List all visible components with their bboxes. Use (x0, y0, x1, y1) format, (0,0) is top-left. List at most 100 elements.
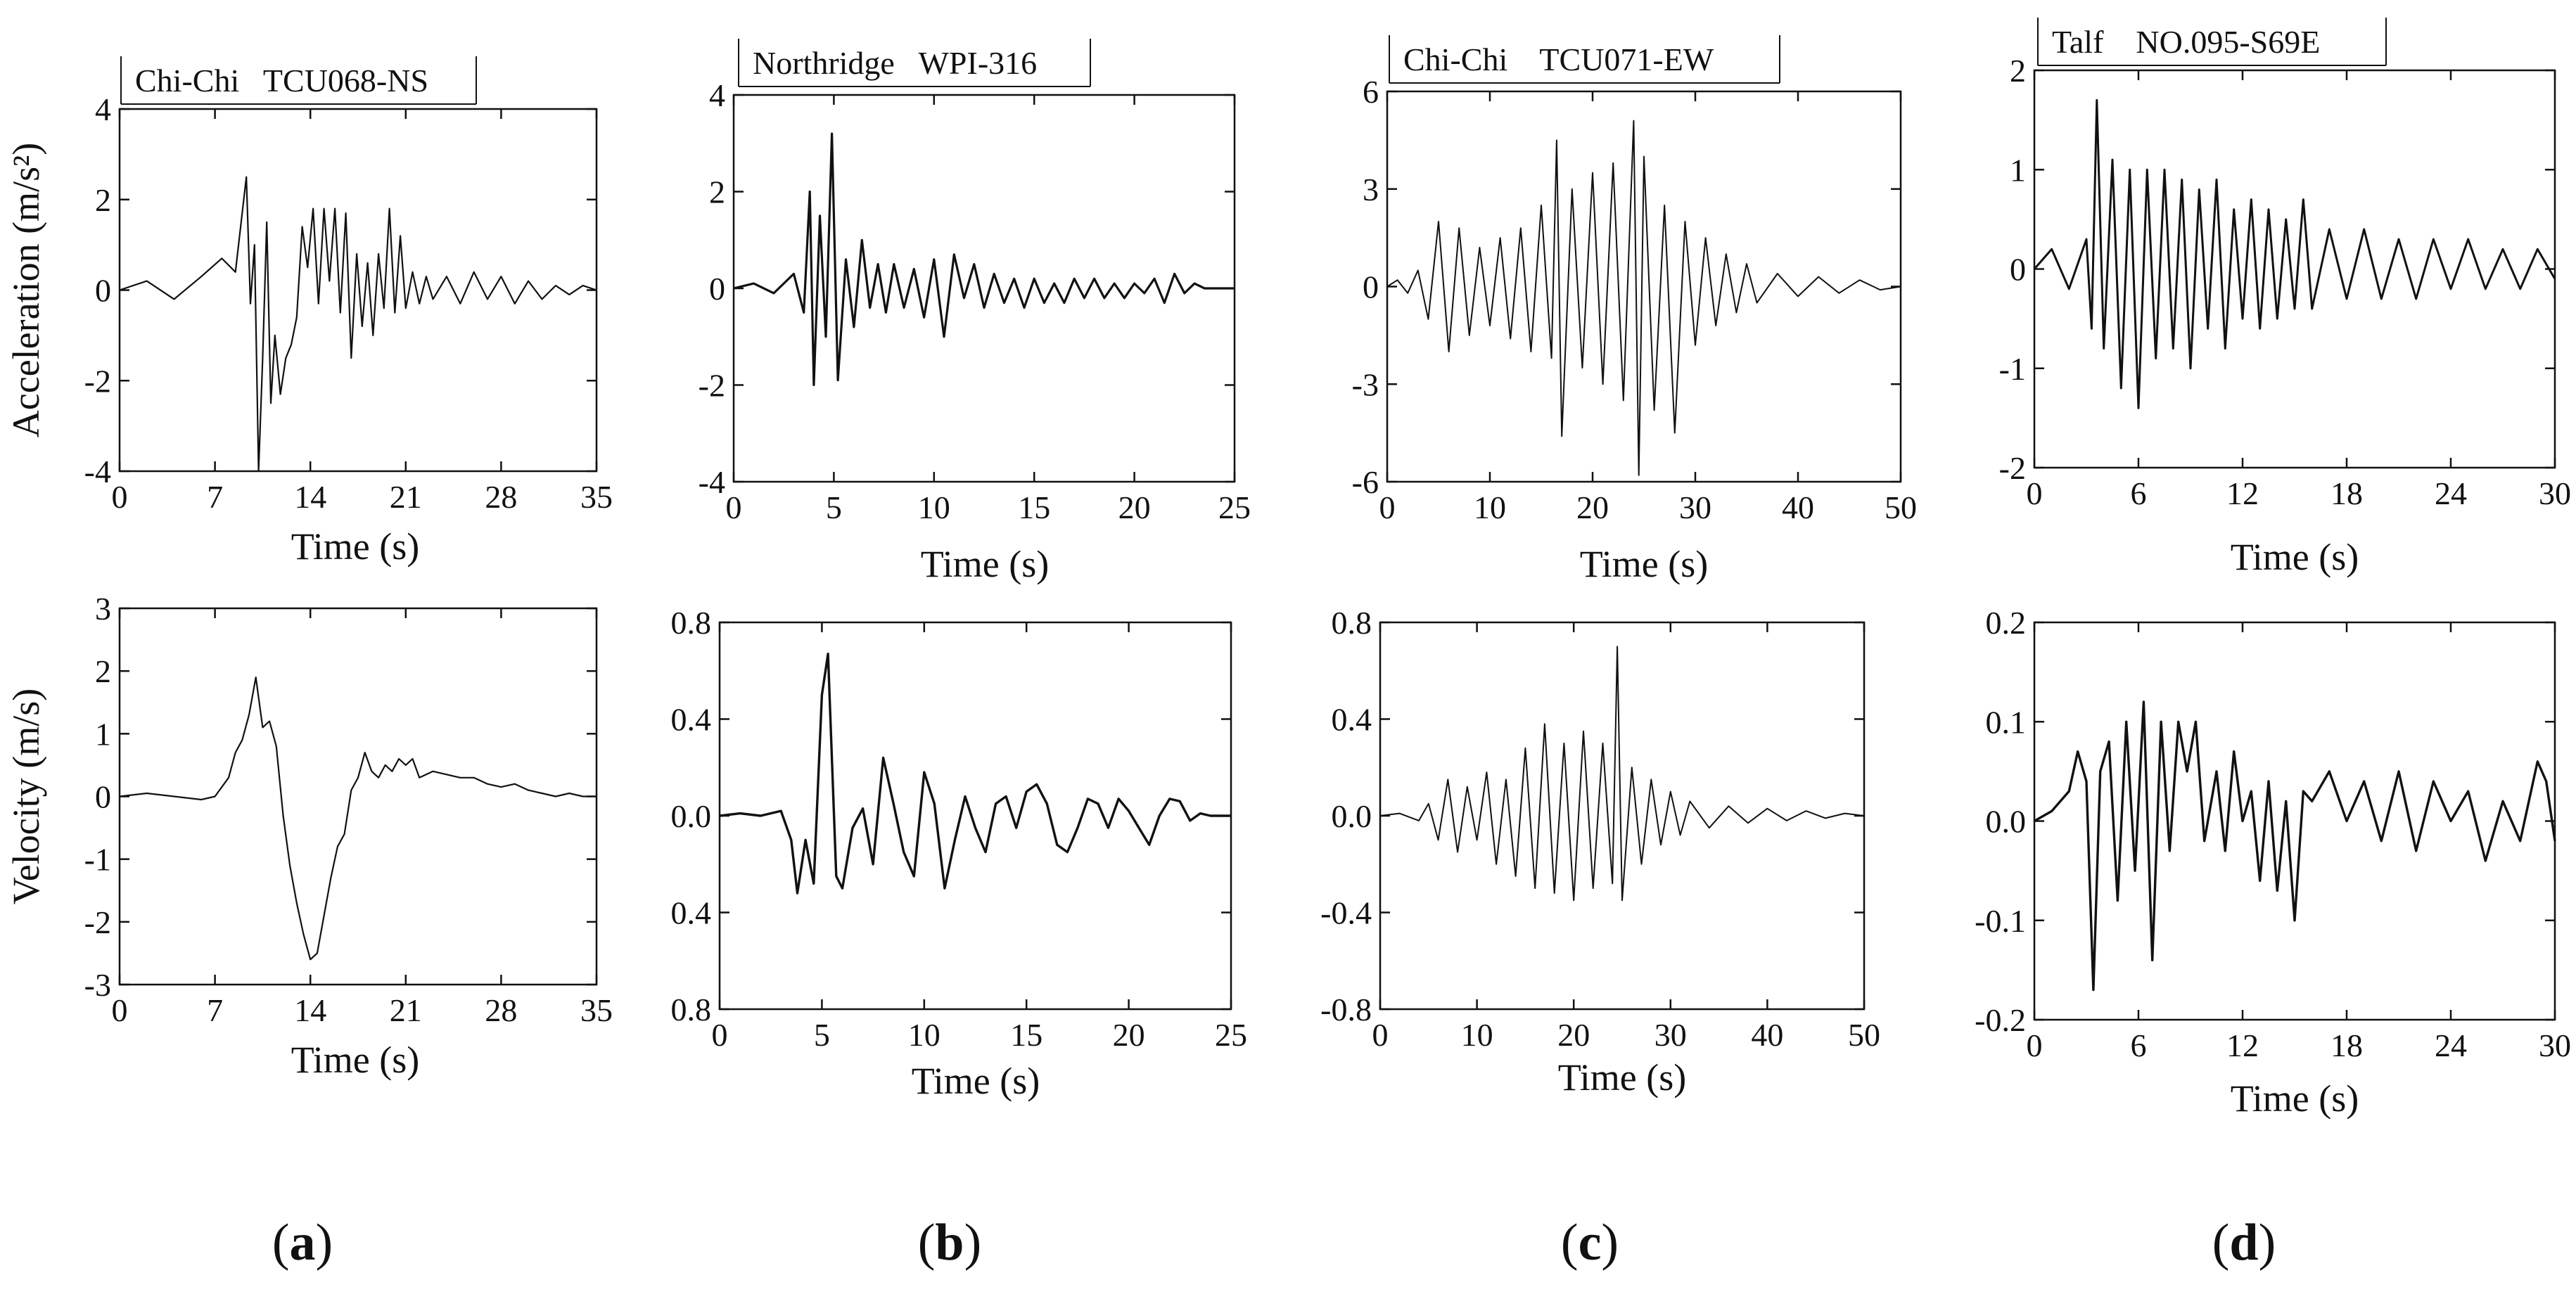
x-tick-label: 25 (1218, 489, 1251, 525)
y-tick-label: -2 (84, 904, 111, 940)
panel-label-c: (c) (1519, 1213, 1660, 1273)
x-tick-label: 0 (2027, 1027, 2043, 1063)
chart-title: Chi-Chi TCU071-EW (1403, 41, 1714, 77)
x-tick-label: 20 (1113, 1017, 1145, 1053)
plot-frame (120, 109, 597, 471)
x-tick-label: 20 (1557, 1017, 1590, 1053)
chart-title: Northridge WPI-316 (753, 45, 1037, 81)
x-tick-label: 24 (2435, 1027, 2467, 1063)
series-line (734, 134, 1235, 385)
series-line (2034, 702, 2555, 990)
y-tick-label: 2 (2010, 53, 2026, 89)
y-tick-label: 0.0 (671, 798, 712, 834)
y-tick-label: -0.4 (1320, 895, 1372, 931)
y-axis-label: Velocity (m/s) (5, 688, 47, 904)
chart-a-acceleration: -4 -2 0 2 4 0 7 14 21 28 35 Time (s) Acceleration (m… (5, 56, 613, 568)
x-tick-label: 40 (1782, 489, 1814, 525)
x-axis-label: Time (s) (1580, 543, 1709, 585)
x-tick-label: 12 (2226, 1027, 2259, 1063)
y-tick-label: -0.1 (1975, 903, 2026, 939)
x-tick-label: 20 (1118, 489, 1151, 525)
y-tick-label: -3 (1352, 366, 1379, 402)
x-tick-label: 15 (1010, 1017, 1042, 1053)
y-tick-label: 0.8 (1332, 605, 1372, 641)
y-tick-label: 0.4 (671, 895, 712, 931)
x-tick-label: 21 (390, 479, 422, 515)
chart-b-acceleration: -4 -2 0 2 4 0 5 10 15 20 25 Time (s) Northridge WPI-… (699, 39, 1251, 585)
x-tick-label: 30 (2539, 475, 2571, 511)
x-tick-label: 50 (1848, 1017, 1880, 1053)
y-tick-label: 0.0 (1332, 798, 1372, 834)
x-tick-label: 15 (1018, 489, 1050, 525)
y-tick-label: 0.0 (1986, 804, 2027, 840)
y-tick-label: 0.4 (1332, 702, 1372, 738)
x-tick-label: 10 (908, 1017, 941, 1053)
y-tick-label: 2 (95, 653, 111, 689)
x-tick-label: 0 (112, 479, 128, 515)
y-tick-label: -2 (699, 368, 725, 404)
chart-c-velocity: -0.8 -0.4 0.0 0.4 0.8 0 10 20 30 40 50 Time (s) (1320, 605, 1880, 1098)
panel-label-b: (b) (879, 1213, 1020, 1273)
series-line (1380, 646, 1864, 900)
y-tick-label: 2 (95, 182, 111, 218)
x-tick-label: 50 (1885, 489, 1917, 525)
y-tick-label: 4 (95, 91, 111, 127)
x-tick-label: 7 (207, 479, 223, 515)
plot-frame (2034, 70, 2555, 468)
x-tick-label: 28 (485, 992, 517, 1028)
y-axis-label: Acceleration (m/s²) (5, 143, 47, 438)
x-tick-label: 0 (112, 992, 128, 1028)
y-tick-label: 0 (709, 271, 725, 307)
x-tick-label: 0 (712, 1017, 728, 1053)
x-axis-label: Time (s) (291, 1039, 420, 1081)
x-axis-label: Time (s) (921, 543, 1050, 585)
x-tick-label: 25 (1215, 1017, 1247, 1053)
x-tick-label: 18 (2330, 1027, 2363, 1063)
x-tick-label: 28 (485, 479, 517, 515)
y-tick-label: -6 (1352, 464, 1379, 500)
x-tick-label: 14 (294, 992, 326, 1028)
y-tick-label: -4 (84, 454, 111, 489)
y-tick-label: -1 (84, 842, 111, 878)
x-tick-label: 6 (2131, 475, 2147, 511)
x-axis-label: Time (s) (912, 1060, 1040, 1102)
y-tick-label: 0 (1363, 269, 1379, 305)
x-tick-label: 18 (2330, 475, 2363, 511)
chart-c-acceleration: -6 -3 0 3 6 0 10 20 30 40 50 Time (s) Chi-Chi TCU071… (1352, 35, 1917, 585)
y-tick-label: -3 (84, 967, 111, 1003)
x-axis-label: Time (s) (2231, 536, 2359, 578)
y-tick-label: -1 (1999, 351, 2026, 387)
plot-frame (720, 622, 1231, 1009)
x-tick-label: 30 (1679, 489, 1711, 525)
y-tick-label: 0.4 (671, 702, 712, 738)
y-tick-label: 1 (2010, 152, 2026, 188)
chart-title: Talf NO.095-S69E (2052, 24, 2320, 60)
chart-a-velocity: -3 -2 -1 0 1 2 3 0 7 14 21 28 35 Time (s) Velocity (m/… (5, 591, 613, 1081)
x-tick-label: 0 (726, 489, 742, 525)
figure-canvas: -4-20240 7 14 21 28 35Time (s)Acceleration (m… (0, 0, 2576, 1294)
y-tick-label: 6 (1363, 74, 1379, 110)
x-tick-label: 24 (2435, 475, 2467, 511)
x-tick-label: 20 (1576, 489, 1609, 525)
chart-d-velocity: -0.2 -0.1 0.0 0.1 0.2 0 6 12 18 24 30 Time (s) (1975, 605, 2571, 1120)
y-tick-label: -0.2 (1975, 1002, 2026, 1038)
x-tick-label: 10 (1461, 1017, 1493, 1053)
panel-label-d: (d) (2174, 1213, 2314, 1273)
x-tick-label: 7 (207, 992, 223, 1028)
x-axis-label: Time (s) (1558, 1056, 1687, 1098)
y-tick-label: 1 (95, 716, 111, 752)
y-tick-label: 3 (95, 591, 111, 627)
chart-title: Chi-Chi TCU068-NS (135, 63, 428, 98)
y-tick-label: 3 (1363, 172, 1379, 207)
series-line (120, 677, 597, 959)
y-tick-label: 0.8 (671, 992, 712, 1027)
x-tick-label: 12 (2226, 475, 2259, 511)
series-line (720, 654, 1231, 893)
y-tick-label: 0.8 (671, 605, 712, 641)
x-tick-label: 6 (2131, 1027, 2147, 1063)
y-tick-label: -2 (84, 363, 111, 399)
y-tick-label: 0 (2010, 252, 2026, 288)
y-tick-label: 2 (709, 174, 725, 210)
x-tick-label: 21 (390, 992, 422, 1028)
